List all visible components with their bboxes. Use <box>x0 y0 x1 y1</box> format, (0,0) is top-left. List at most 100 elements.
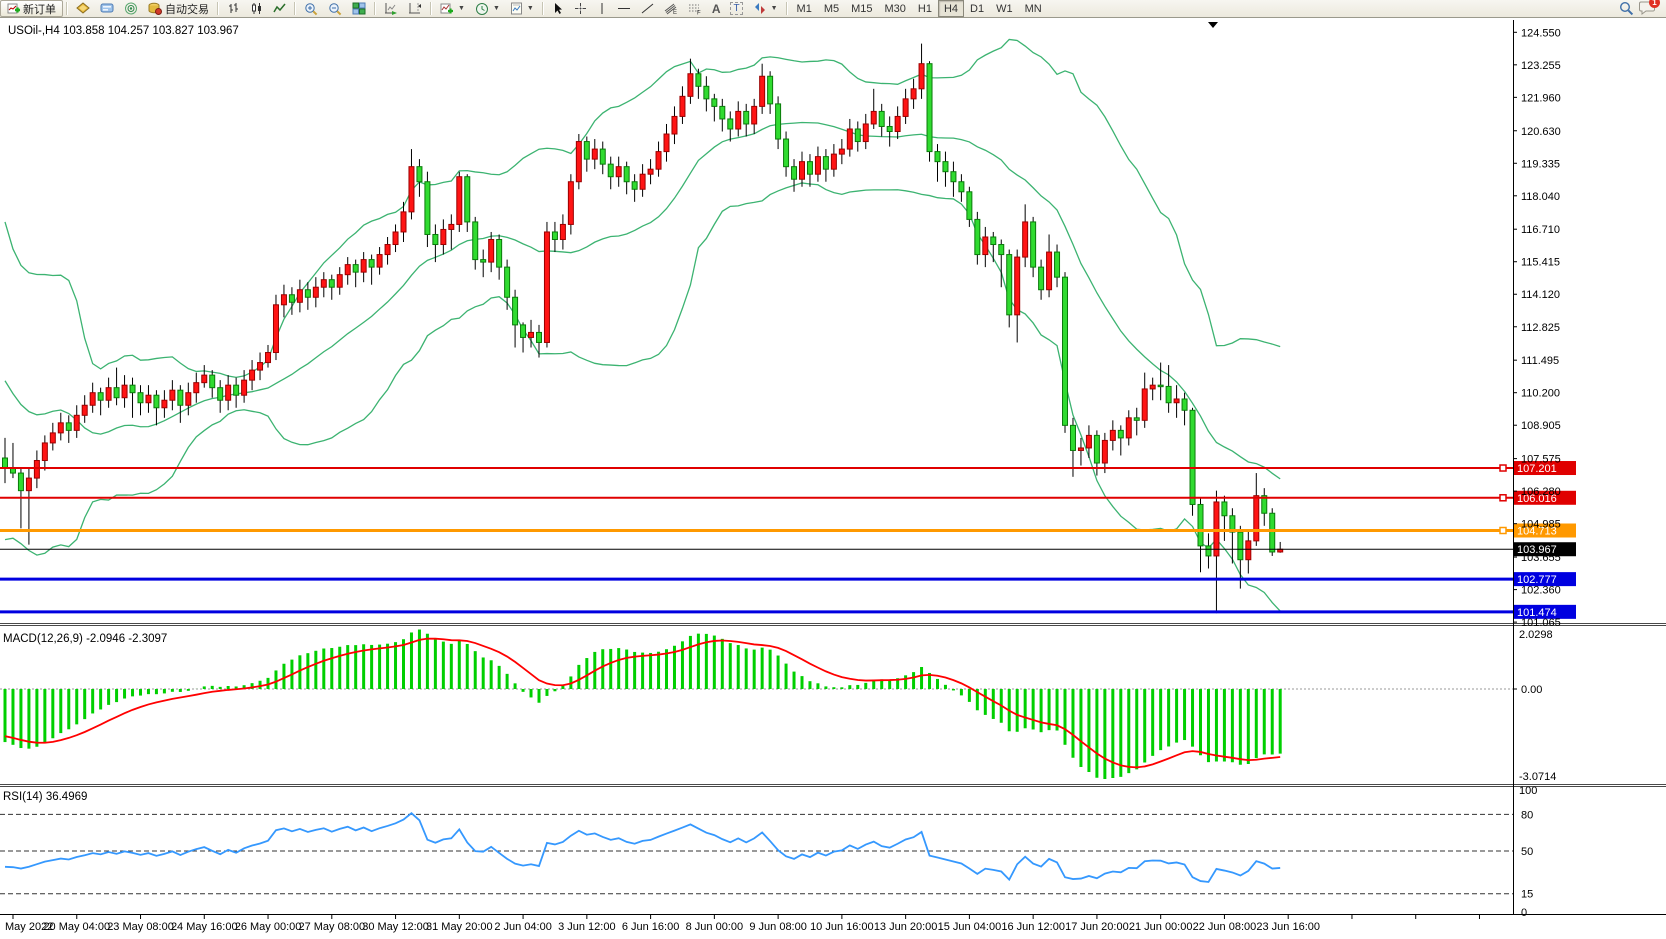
macd-axis-label: 2.0298 <box>1519 629 1553 641</box>
candle-body <box>775 103 782 140</box>
trendline-tool-button[interactable] <box>636 0 659 17</box>
candle-body <box>1062 276 1069 426</box>
candle-body <box>655 151 662 170</box>
candle-body <box>392 231 399 246</box>
rsi-line <box>4 812 1281 883</box>
candle-body <box>249 369 256 381</box>
time-tick-label: 3 Jun 12:00 <box>558 921 616 933</box>
candle-body <box>312 286 319 298</box>
auto-trading-button[interactable]: 自动交易 <box>143 0 214 17</box>
candle-body <box>551 231 558 240</box>
candle-body <box>894 115 901 133</box>
tab-timeframe-m1[interactable]: M1 <box>791 0 818 17</box>
candle-body <box>1125 417 1132 439</box>
vertical-line-icon <box>601 3 603 14</box>
periods-button[interactable]: ▼ <box>470 0 505 17</box>
candle-body <box>257 362 264 371</box>
separator <box>66 2 68 15</box>
candle-body <box>862 123 869 143</box>
equidistant-channel-tool-button[interactable]: E <box>659 0 683 17</box>
profiles-button[interactable] <box>71 0 95 17</box>
candle-body <box>615 166 622 178</box>
candlestick-mode-button[interactable] <box>245 0 268 17</box>
signals-button[interactable] <box>119 0 143 17</box>
horizontal-line-tool-button[interactable] <box>612 0 636 17</box>
cursor-tool-button[interactable] <box>547 0 569 17</box>
timeframe-label: D1 <box>970 2 985 15</box>
svg-text:F: F <box>697 11 701 16</box>
tab-timeframe-m5[interactable]: M5 <box>818 0 845 17</box>
tab-timeframe-d1[interactable]: D1 <box>964 0 990 17</box>
line-handle-marker[interactable] <box>1499 526 1507 535</box>
text-tool-button[interactable]: A <box>707 0 726 17</box>
macd-axis-label: -3.0714 <box>1519 771 1556 783</box>
candle-body <box>153 394 160 409</box>
candle-body <box>846 128 853 150</box>
tile-windows-button[interactable] <box>347 0 371 17</box>
time-tick-label: 13 Jun 20:00 <box>874 921 938 933</box>
separator <box>430 2 432 15</box>
search-button[interactable] <box>1614 0 1639 17</box>
arrows-tool-button[interactable]: ▼ <box>748 0 783 17</box>
tab-timeframe-m15[interactable]: M15 <box>845 0 878 17</box>
market-watch-button[interactable] <box>95 0 119 17</box>
candle-body <box>719 105 726 120</box>
line-chart-mode-button[interactable] <box>268 0 291 17</box>
candle-body <box>1197 503 1204 547</box>
price-badge-label: 101.474 <box>1517 607 1557 619</box>
label-tool-button[interactable]: T <box>725 0 747 17</box>
line-handle-marker[interactable] <box>1499 494 1507 502</box>
time-tick-label: 27 May 08:00 <box>298 921 365 933</box>
fibonacci-tool-button[interactable]: F <box>683 0 707 17</box>
bar-chart-mode-button[interactable] <box>222 0 245 17</box>
bollinger-upper-band <box>4 38 1281 379</box>
candle-body <box>870 110 877 125</box>
dropdown-arrow-icon: ▼ <box>770 5 778 12</box>
indicators-button[interactable]: ▼ <box>435 0 470 17</box>
chart-shift-button[interactable] <box>403 0 427 17</box>
rsi-axis-label: 50 <box>1521 846 1533 858</box>
candle-body <box>974 218 981 256</box>
candle-body <box>496 238 503 268</box>
templates-button[interactable]: ▼ <box>505 0 539 17</box>
zoom-out-button[interactable] <box>323 0 347 17</box>
candle-body <box>280 294 287 306</box>
candlestick-icon <box>252 3 261 14</box>
notifications-button[interactable]: 1 <box>1639 0 1660 17</box>
candle-body <box>631 181 638 190</box>
tab-timeframe-h1[interactable]: H1 <box>912 0 938 17</box>
macd-axis-label: 0.00 <box>1521 684 1542 696</box>
candle-body <box>998 244 1005 256</box>
price-badge <box>1514 523 1576 538</box>
line-handle-marker[interactable] <box>1499 464 1507 472</box>
candle-body <box>1165 385 1172 404</box>
tab-timeframe-mn[interactable]: MN <box>1019 0 1048 17</box>
auto-scroll-button[interactable] <box>379 0 403 17</box>
candle-body <box>1189 409 1196 505</box>
new-order-button[interactable]: 新订单 <box>0 0 63 17</box>
tab-timeframe-m30[interactable]: M30 <box>879 0 912 17</box>
tab-timeframe-w1[interactable]: W1 <box>990 0 1019 17</box>
price-tick-label: 124.550 <box>1521 27 1561 39</box>
line-chart-icon <box>273 3 286 13</box>
candle-body <box>902 98 909 117</box>
candle-body <box>886 125 893 133</box>
crosshair-tool-button[interactable] <box>569 0 592 17</box>
vertical-line-tool-button[interactable] <box>592 0 612 17</box>
chart-area: 107.201 106.016 104.713 103.967 102.777 101.4… <box>0 18 1666 939</box>
timeframe-label: W1 <box>996 2 1013 15</box>
zoom-in-button[interactable] <box>299 0 323 17</box>
chart-shift-marker[interactable] <box>1208 22 1218 28</box>
tab-timeframe-h4[interactable]: H4 <box>937 0 965 17</box>
chart-canvas[interactable]: 107.201 106.016 104.713 103.967 102.777 101.4… <box>0 18 1666 939</box>
horizontal-line-icon <box>617 8 630 9</box>
candle-body <box>599 148 606 165</box>
candle-body <box>209 374 216 389</box>
candle-body <box>1006 254 1013 316</box>
candle-body <box>49 432 56 444</box>
rsi-axis-label: 0 <box>1521 907 1527 919</box>
symbol-ohlc-label: USOil-,H4 103.858 104.257 103.827 103.96… <box>8 25 239 37</box>
chart-shift-icon <box>409 3 421 14</box>
candle-body <box>679 95 686 117</box>
candle-body <box>512 296 519 326</box>
